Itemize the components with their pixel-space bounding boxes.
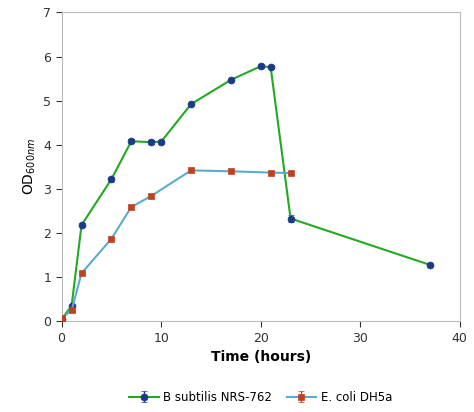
Legend: B subtilis NRS-762, E. coli DH5a: B subtilis NRS-762, E. coli DH5a [125, 386, 397, 408]
Y-axis label: OD$_{600nm}$: OD$_{600nm}$ [21, 138, 37, 195]
X-axis label: Time (hours): Time (hours) [210, 350, 311, 364]
